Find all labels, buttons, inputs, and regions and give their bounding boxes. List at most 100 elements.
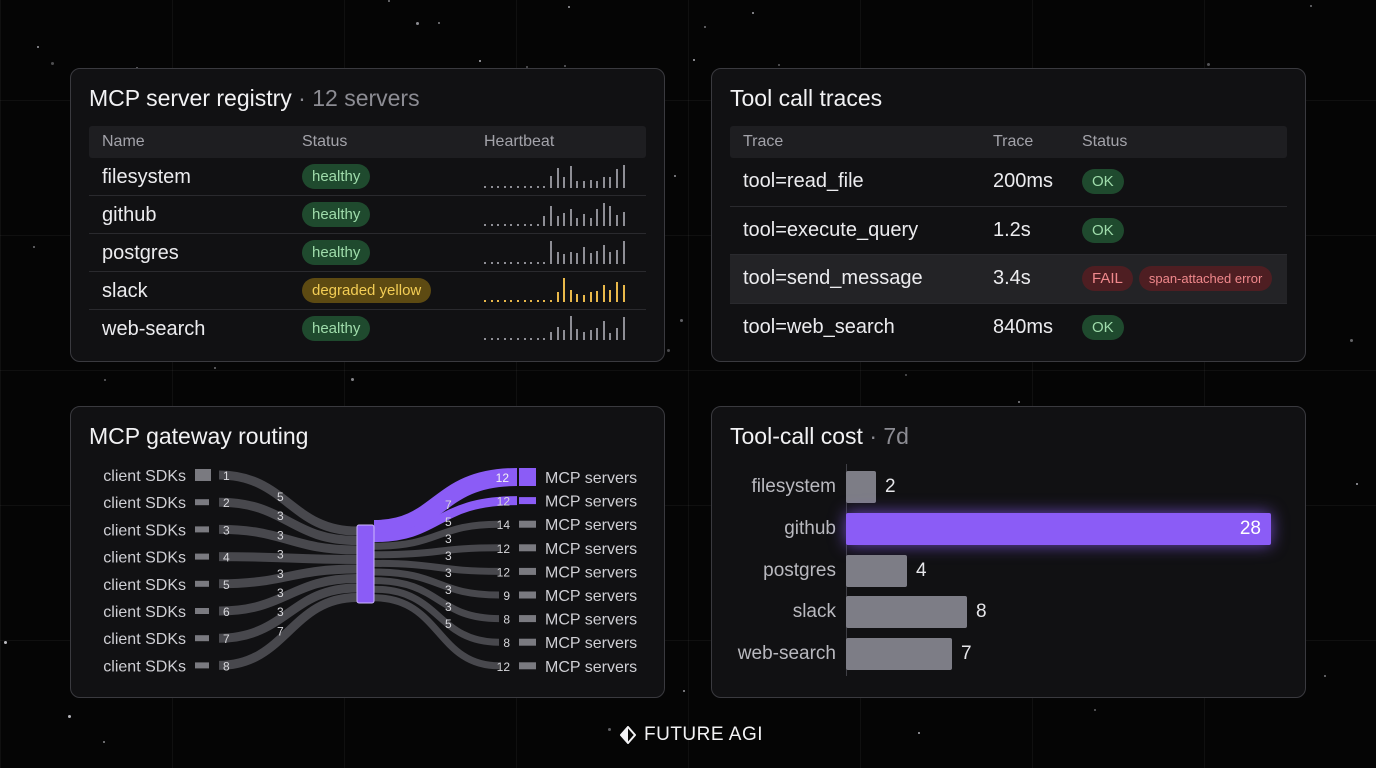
column-header-status[interactable]: Status [302, 133, 348, 150]
target-flow [373, 544, 500, 559]
heartbeat-tick [490, 300, 493, 302]
heartbeat-tick [616, 215, 618, 226]
target-count: 12 [496, 471, 510, 485]
heartbeat-tick [497, 338, 500, 340]
registry-row[interactable]: filesystem healthy [89, 158, 646, 196]
star-dot [918, 732, 920, 734]
heartbeat-tick [550, 241, 552, 264]
registry-header-row: Name Status Heartbeat [89, 126, 646, 158]
heartbeat-tick [536, 300, 539, 302]
star-dot [905, 374, 907, 376]
source-node[interactable] [195, 635, 209, 642]
traces-header-row: Trace Trace Status [730, 126, 1287, 158]
target-node[interactable] [519, 468, 536, 486]
status-badge: healthy [302, 240, 371, 265]
source-node[interactable] [195, 662, 209, 669]
target-node[interactable] [519, 497, 536, 505]
target-label: MCP servers [545, 635, 637, 652]
registry-row[interactable]: github healthy [89, 196, 646, 234]
target-label: MCP servers [545, 612, 637, 629]
heartbeat-tick [536, 186, 539, 188]
star-dot [674, 175, 676, 177]
heartbeat-tick [517, 262, 519, 264]
target-node[interactable] [519, 544, 536, 552]
heartbeat-tick [543, 338, 546, 340]
heartbeat-tick [543, 300, 546, 302]
registry-row[interactable]: web-search healthy [89, 310, 646, 348]
heartbeat-tick [583, 295, 585, 302]
heartbeat-tick [622, 212, 625, 226]
heartbeat-tick [517, 300, 519, 302]
source-node[interactable] [195, 553, 209, 560]
column-header-name[interactable]: Name [102, 133, 145, 150]
trace-row[interactable]: tool=send_message 3.4s FAIL span-attached e… [730, 255, 1287, 304]
registry-row[interactable]: postgres healthy [89, 234, 646, 272]
heartbeat-tick [490, 338, 493, 340]
registry-row[interactable]: slack degraded yellow [89, 272, 646, 310]
cost-bar-highlighted[interactable] [846, 512, 1271, 545]
column-header-duration[interactable]: Trace [993, 133, 1034, 150]
status-badge: healthy [302, 202, 371, 227]
source-count: 1 [223, 469, 230, 483]
heartbeat-tick [596, 209, 599, 226]
heartbeat-tick [523, 338, 526, 340]
cost-bar-chart: filesystem 2 github 28 postgres 4 slack 8 web-se… [712, 407, 1305, 697]
cost-bar[interactable] [846, 596, 967, 629]
cost-bar[interactable] [846, 554, 907, 587]
source-node[interactable] [195, 526, 209, 533]
trace-row[interactable]: tool=web_search 840ms OK [730, 304, 1287, 353]
heartbeat-tick [609, 290, 612, 302]
target-count: 8 [503, 636, 510, 650]
target-node[interactable] [519, 567, 536, 575]
target-node[interactable] [519, 638, 536, 646]
trace-row[interactable]: tool=execute_query 1.2s OK [730, 207, 1287, 255]
star-dot [214, 367, 216, 369]
heartbeat-tick [517, 338, 519, 340]
trace-status-badge: OK [1082, 217, 1124, 243]
trace-row[interactable]: tool=read_file 200ms OK [730, 158, 1287, 207]
heartbeat-tick [490, 262, 493, 264]
star-dot [680, 319, 683, 322]
trace-duration: 840ms [993, 315, 1054, 338]
cost-bar[interactable] [846, 638, 952, 671]
heartbeat-tick [484, 262, 486, 264]
trace-tool: tool=send_message [743, 267, 923, 289]
cost-bar[interactable] [846, 471, 876, 503]
heartbeat-tick [602, 245, 605, 264]
source-count: 2 [223, 496, 230, 510]
target-node[interactable] [519, 615, 536, 623]
gateway-hub-node[interactable] [356, 524, 375, 604]
column-header-trace-status[interactable]: Status [1082, 133, 1128, 150]
heartbeat-tick [576, 181, 579, 188]
source-node[interactable] [195, 499, 209, 506]
trace-status-cell: OK [1082, 314, 1124, 340]
target-count: 12 [497, 565, 511, 579]
trace-duration: 3.4s [993, 267, 1031, 289]
heartbeat-tick [523, 224, 526, 226]
source-node[interactable] [195, 580, 209, 587]
heartbeat-tick [569, 316, 572, 340]
source-count: 8 [223, 659, 230, 673]
star-dot [104, 379, 106, 381]
heartbeat-tick [484, 224, 486, 226]
source-node[interactable] [195, 469, 211, 481]
source-node[interactable] [195, 608, 209, 614]
source-flow [218, 593, 358, 670]
heartbeat-tick [484, 338, 486, 340]
target-node[interactable] [519, 520, 536, 528]
heartbeat-tick [576, 294, 579, 302]
source-label: client SDKs [103, 468, 186, 485]
column-header-trace[interactable]: Trace [743, 133, 784, 150]
heartbeat-tick [616, 328, 618, 340]
cost-bar-label: filesystem [751, 476, 836, 497]
heartbeat-tick [563, 213, 566, 226]
target-node[interactable] [519, 591, 536, 599]
column-header-heartbeat[interactable]: Heartbeat [484, 133, 555, 150]
error-note-badge[interactable]: span-attached error [1138, 266, 1273, 291]
heartbeat-tick [616, 169, 618, 188]
target-label: MCP servers [545, 470, 637, 487]
brand-logo: FUTURE AGI [620, 723, 763, 747]
server-status-cell: healthy [302, 202, 371, 227]
star-dot [564, 65, 566, 67]
target-node[interactable] [519, 662, 536, 670]
